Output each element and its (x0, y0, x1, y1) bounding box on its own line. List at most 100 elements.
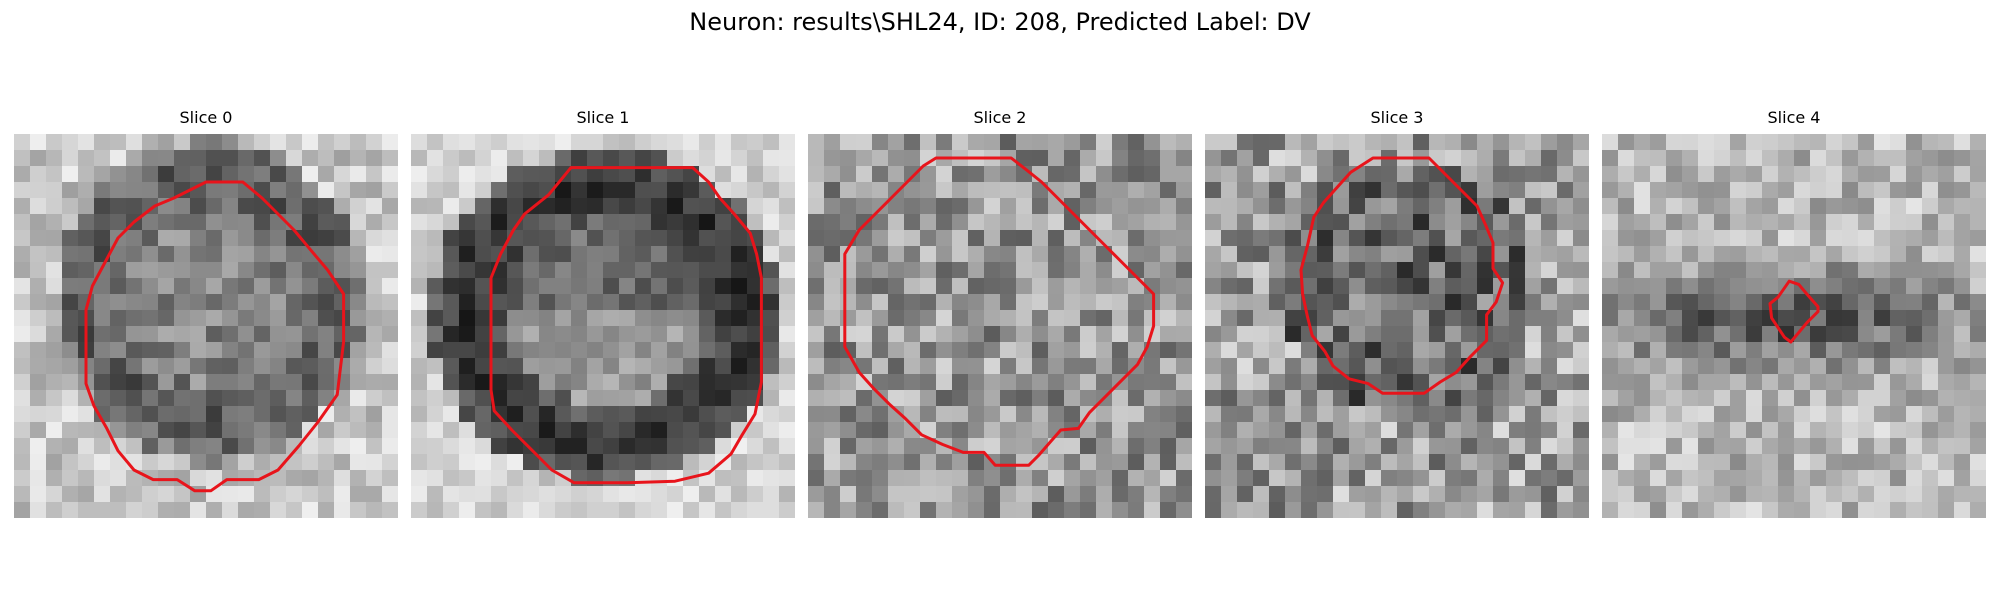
image-pixel (1445, 438, 1461, 454)
image-pixel (968, 422, 984, 438)
image-pixel (1906, 294, 1922, 310)
image-pixel (1301, 390, 1317, 406)
image-pixel (1778, 134, 1794, 150)
image-pixel (1032, 294, 1048, 310)
image-pixel (1445, 246, 1461, 262)
image-pixel (254, 262, 270, 278)
image-pixel (318, 198, 334, 214)
image-pixel (1682, 310, 1698, 326)
image-pixel (683, 406, 699, 422)
image-pixel (952, 166, 968, 182)
image-pixel (1096, 310, 1112, 326)
image-pixel (1000, 342, 1016, 358)
image-pixel (302, 214, 318, 230)
image-pixel (1906, 454, 1922, 470)
image-pixel (1573, 422, 1589, 438)
image-pixel (1746, 454, 1762, 470)
image-pixel (856, 310, 872, 326)
image-pixel (507, 502, 523, 518)
image-pixel (699, 502, 715, 518)
image-pixel (350, 294, 366, 310)
image-pixel (1842, 214, 1858, 230)
image-pixel (715, 230, 731, 246)
image-pixel (968, 166, 984, 182)
image-pixel (1573, 390, 1589, 406)
image-pixel (731, 406, 747, 422)
image-pixel (1064, 150, 1080, 166)
image-pixel (1842, 230, 1858, 246)
image-pixel (382, 358, 398, 374)
image-pixel (254, 326, 270, 342)
image-pixel (808, 182, 824, 198)
image-pixel (1730, 214, 1746, 230)
image-pixel (603, 166, 619, 182)
image-pixel (1160, 438, 1176, 454)
image-pixel (286, 422, 302, 438)
image-pixel (1906, 374, 1922, 390)
image-pixel (1032, 502, 1048, 518)
image-pixel (824, 262, 840, 278)
image-pixel (427, 182, 443, 198)
image-pixel (1301, 262, 1317, 278)
image-pixel (1509, 294, 1525, 310)
image-pixel (1573, 166, 1589, 182)
image-pixel (1810, 150, 1826, 166)
image-pixel (1938, 150, 1954, 166)
image-pixel (190, 406, 206, 422)
image-pixel (110, 358, 126, 374)
image-pixel (1237, 230, 1253, 246)
image-pixel (270, 358, 286, 374)
image-pixel (1221, 246, 1237, 262)
image-pixel (763, 246, 779, 262)
image-pixel (110, 262, 126, 278)
image-pixel (603, 422, 619, 438)
image-pixel (110, 278, 126, 294)
image-pixel (715, 310, 731, 326)
image-pixel (1509, 246, 1525, 262)
image-pixel (1858, 198, 1874, 214)
image-pixel (174, 374, 190, 390)
image-pixel (190, 198, 206, 214)
image-pixel (952, 294, 968, 310)
image-pixel (1285, 134, 1301, 150)
image-pixel (206, 198, 222, 214)
image-pixel (1285, 454, 1301, 470)
image-pixel (1301, 374, 1317, 390)
image-pixel (1573, 486, 1589, 502)
image-pixel (1016, 214, 1032, 230)
image-pixel (1810, 454, 1826, 470)
image-pixel (190, 214, 206, 230)
image-pixel (699, 342, 715, 358)
image-pixel (1938, 246, 1954, 262)
image-pixel (587, 182, 603, 198)
image-pixel (14, 342, 30, 358)
image-pixel (1445, 486, 1461, 502)
image-pixel (1477, 262, 1493, 278)
image-pixel (779, 182, 795, 198)
image-pixel (46, 374, 62, 390)
image-pixel (411, 278, 427, 294)
image-pixel (158, 182, 174, 198)
image-pixel (1794, 342, 1810, 358)
image-pixel (1666, 310, 1682, 326)
image-pixel (238, 310, 254, 326)
image-pixel (731, 470, 747, 486)
image-pixel (1730, 470, 1746, 486)
image-pixel (1000, 454, 1016, 470)
image-pixel (763, 470, 779, 486)
image-pixel (1922, 246, 1938, 262)
image-pixel (1112, 182, 1128, 198)
image-pixel (1413, 438, 1429, 454)
image-pixel (1650, 406, 1666, 422)
image-pixel (968, 374, 984, 390)
image-pixel (888, 262, 904, 278)
image-pixel (1573, 230, 1589, 246)
image-pixel (30, 230, 46, 246)
image-pixel (920, 470, 936, 486)
image-pixel (126, 374, 142, 390)
image-pixel (651, 342, 667, 358)
image-pixel (411, 326, 427, 342)
image-pixel (1064, 358, 1080, 374)
image-pixel (1461, 486, 1477, 502)
image-pixel (667, 198, 683, 214)
